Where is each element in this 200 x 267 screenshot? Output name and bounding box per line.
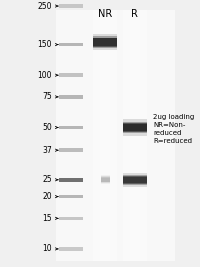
FancyBboxPatch shape xyxy=(56,10,175,261)
Text: 75: 75 xyxy=(42,92,52,101)
Text: 20: 20 xyxy=(43,192,52,201)
Text: 25: 25 xyxy=(43,175,52,184)
FancyBboxPatch shape xyxy=(123,119,147,136)
FancyBboxPatch shape xyxy=(59,126,83,129)
FancyBboxPatch shape xyxy=(59,195,83,198)
FancyBboxPatch shape xyxy=(123,123,147,132)
FancyBboxPatch shape xyxy=(123,173,147,187)
FancyBboxPatch shape xyxy=(59,247,83,251)
Text: R: R xyxy=(131,9,138,19)
FancyBboxPatch shape xyxy=(93,38,117,46)
FancyBboxPatch shape xyxy=(59,148,83,152)
FancyBboxPatch shape xyxy=(93,38,117,46)
FancyBboxPatch shape xyxy=(59,217,83,220)
Text: 15: 15 xyxy=(43,214,52,223)
FancyBboxPatch shape xyxy=(123,176,147,184)
FancyBboxPatch shape xyxy=(123,177,147,183)
FancyBboxPatch shape xyxy=(123,10,147,261)
Text: 2ug loading
NR=Non-
reduced
R=reduced: 2ug loading NR=Non- reduced R=reduced xyxy=(153,114,194,144)
Text: NR: NR xyxy=(98,9,113,19)
FancyBboxPatch shape xyxy=(101,175,110,184)
Text: 37: 37 xyxy=(42,146,52,155)
FancyBboxPatch shape xyxy=(93,34,117,50)
FancyBboxPatch shape xyxy=(59,178,83,182)
FancyBboxPatch shape xyxy=(123,124,147,131)
Text: 250: 250 xyxy=(38,2,52,10)
FancyBboxPatch shape xyxy=(59,73,83,77)
FancyBboxPatch shape xyxy=(101,178,110,182)
FancyBboxPatch shape xyxy=(93,36,117,48)
FancyBboxPatch shape xyxy=(59,95,83,99)
FancyBboxPatch shape xyxy=(59,43,83,46)
FancyBboxPatch shape xyxy=(101,177,110,182)
Text: 150: 150 xyxy=(38,40,52,49)
Text: 100: 100 xyxy=(38,71,52,80)
Text: 10: 10 xyxy=(43,244,52,253)
FancyBboxPatch shape xyxy=(123,175,147,185)
FancyBboxPatch shape xyxy=(59,4,83,8)
FancyBboxPatch shape xyxy=(101,176,110,183)
FancyBboxPatch shape xyxy=(93,10,117,261)
FancyBboxPatch shape xyxy=(123,121,147,134)
Text: 50: 50 xyxy=(42,123,52,132)
